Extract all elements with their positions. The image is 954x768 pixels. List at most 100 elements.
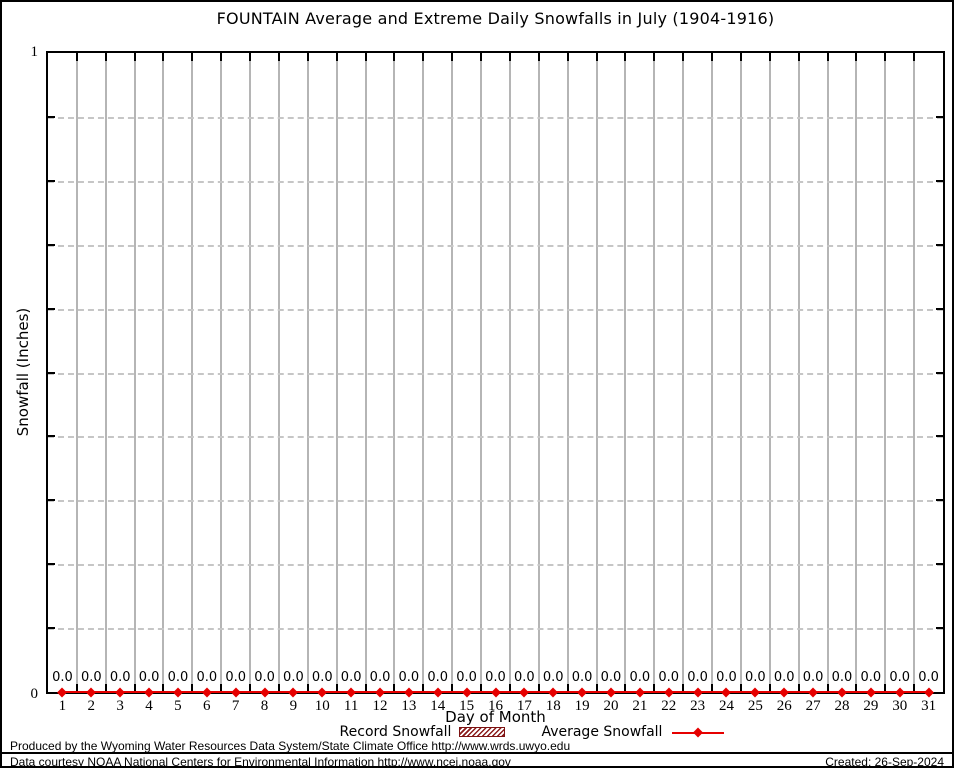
record-value-label: 0.0 — [831, 670, 853, 685]
x-tick-bottom — [682, 684, 685, 692]
legend-average-label: Average Snowfall — [541, 724, 663, 740]
record-value-label: 0.0 — [658, 670, 680, 685]
x-tick-top — [682, 53, 685, 61]
record-value-label: 0.0 — [456, 670, 477, 685]
record-value-label: 0.0 — [311, 670, 333, 685]
chart-title: FOUNTAIN Average and Extreme Daily Snowf… — [216, 9, 775, 28]
y-tick-right — [936, 435, 943, 438]
day-tick-label: 11 — [343, 698, 359, 714]
y-tick-left — [48, 563, 55, 566]
average-point-marker — [808, 687, 819, 698]
record-value-label: 0.0 — [398, 670, 420, 685]
record-value-label: 0.0 — [427, 670, 449, 685]
record-value-label: 0.0 — [138, 670, 160, 685]
x-tick-bottom — [306, 684, 309, 692]
x-tick-top — [508, 53, 511, 61]
horizontal-gridline — [48, 244, 943, 247]
average-point-marker — [57, 687, 68, 698]
average-point-marker — [172, 687, 183, 698]
y-axis-min-label: 0 — [30, 686, 39, 702]
y-tick-right — [936, 307, 943, 310]
x-tick-bottom — [277, 684, 280, 692]
x-tick-bottom — [451, 684, 454, 692]
x-tick-top — [537, 53, 540, 61]
footer-row: Data courtesy NOAA National Centers for … — [10, 755, 944, 766]
x-tick-top — [422, 53, 425, 61]
y-tick-right — [936, 179, 943, 182]
record-value-label: 0.0 — [744, 670, 766, 685]
day-tick-label: 25 — [747, 698, 763, 714]
day-tick-label: 4 — [145, 698, 153, 714]
day-tick-label: 31 — [921, 698, 937, 714]
record-value-label: 0.0 — [485, 670, 506, 685]
y-tick-right — [936, 371, 943, 374]
x-tick-top — [480, 53, 483, 61]
x-tick-bottom — [739, 684, 742, 692]
x-tick-top — [104, 53, 107, 61]
y-tick-right — [936, 115, 943, 118]
record-value-label: 0.0 — [80, 670, 102, 685]
x-tick-top — [133, 53, 136, 61]
average-point-marker — [461, 687, 472, 698]
day-tick-label: 28 — [834, 698, 850, 714]
record-value-label: 0.0 — [52, 670, 73, 685]
record-snowfall-swatch-icon — [459, 727, 506, 737]
record-value-label: 0.0 — [629, 670, 651, 685]
day-tick-label: 2 — [87, 698, 96, 714]
horizontal-gridline — [48, 564, 943, 567]
day-tick-label: 26 — [776, 698, 792, 714]
x-tick-top — [797, 53, 800, 61]
day-tick-label: 27 — [805, 698, 821, 714]
x-tick-bottom — [104, 684, 107, 692]
x-tick-top — [306, 53, 309, 61]
average-point-marker — [201, 687, 212, 698]
average-point-marker — [403, 687, 414, 698]
chart-legend: Record Snowfall Average Snowfall — [112, 724, 952, 740]
day-tick-label: 22 — [661, 698, 677, 714]
x-tick-bottom — [566, 684, 569, 692]
day-tick-label: 20 — [603, 698, 619, 714]
record-value-label: 0.0 — [167, 670, 189, 685]
day-tick-label: 19 — [574, 698, 590, 714]
x-tick-bottom — [133, 684, 136, 692]
x-tick-bottom — [913, 684, 916, 692]
average-snowfall-swatch-icon — [672, 727, 725, 737]
x-tick-top — [364, 53, 367, 61]
average-point-marker — [865, 687, 876, 698]
x-tick-bottom — [797, 684, 800, 692]
record-value-label: 0.0 — [514, 670, 535, 685]
horizontal-gridline — [48, 308, 943, 311]
x-tick-bottom — [162, 684, 165, 692]
x-tick-bottom — [75, 684, 78, 692]
plot-area: 0.0 1 0.0 2 0.0 3 0.0 4 0.0 5 0.0 6 0.0 7 0.0 8 0.0 9 0.0 1… — [46, 51, 945, 714]
day-tick-label: 7 — [231, 698, 240, 714]
average-point-marker — [779, 687, 790, 698]
horizontal-gridline — [48, 500, 943, 503]
average-point-marker — [519, 687, 530, 698]
y-tick-left — [48, 243, 55, 246]
x-tick-bottom — [711, 684, 714, 692]
average-point-marker — [317, 687, 328, 698]
record-value-label: 0.0 — [773, 670, 795, 685]
x-tick-top — [826, 53, 829, 61]
legend-record-label: Record Snowfall — [339, 724, 452, 740]
x-tick-bottom — [653, 684, 656, 692]
x-tick-top — [451, 53, 454, 61]
footer-divider — [2, 752, 952, 754]
average-point-marker — [548, 687, 559, 698]
x-tick-top — [913, 53, 916, 61]
y-tick-left — [48, 627, 55, 630]
record-value-label: 0.0 — [571, 670, 593, 685]
x-tick-bottom — [508, 684, 511, 692]
x-tick-top — [884, 53, 887, 61]
day-tick-label: 5 — [174, 698, 182, 714]
x-tick-top — [220, 53, 223, 61]
average-point-marker — [721, 687, 732, 698]
day-tick-label: 12 — [372, 698, 388, 714]
x-tick-top — [624, 53, 627, 61]
x-tick-bottom — [595, 684, 598, 692]
x-tick-bottom — [364, 684, 367, 692]
day-tick-label: 14 — [430, 698, 446, 714]
x-tick-top — [566, 53, 569, 61]
average-point-marker — [115, 687, 126, 698]
